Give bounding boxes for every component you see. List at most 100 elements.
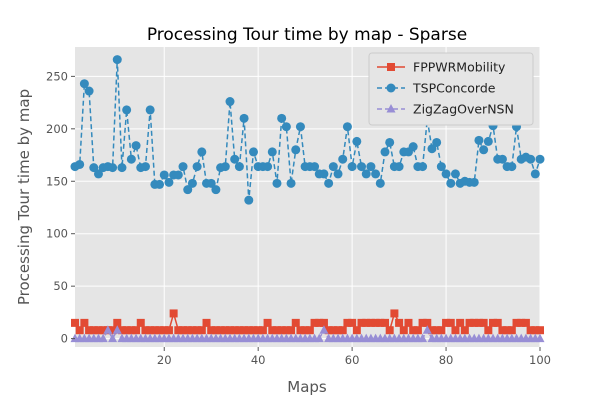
series-tspconcorde <box>70 55 545 205</box>
data-point <box>159 170 169 180</box>
data-point <box>249 326 258 335</box>
y-axis-ticks: 0 50 100 150 200 250 <box>46 69 75 346</box>
data-point <box>357 318 366 327</box>
legend-box <box>368 52 534 126</box>
data-point <box>333 169 343 179</box>
data-point <box>348 318 357 327</box>
x-tick-label: 100 <box>529 353 551 367</box>
data-point <box>155 179 165 189</box>
data-point <box>436 162 446 172</box>
legend-marker <box>386 83 396 93</box>
data-point <box>531 326 540 335</box>
data-point <box>108 333 118 343</box>
y-tick-label: 50 <box>53 279 68 293</box>
data-point <box>193 326 202 335</box>
data-point <box>446 318 455 327</box>
data-point <box>343 318 352 327</box>
data-point <box>315 318 324 327</box>
data-point <box>216 326 225 335</box>
data-point <box>263 318 272 327</box>
chart-title: Processing Tour time by map - Sparse <box>147 25 467 45</box>
data-point <box>146 326 155 335</box>
data-point <box>211 185 221 195</box>
data-point <box>437 326 446 335</box>
data-point <box>89 326 98 335</box>
data-point <box>479 145 489 155</box>
y-tick-label: 150 <box>46 174 68 188</box>
legend-marker <box>386 104 396 113</box>
data-point <box>366 162 376 172</box>
data-point <box>446 178 456 188</box>
data-point <box>169 309 178 318</box>
data-point <box>319 169 329 179</box>
series-zigzagovernsn <box>70 325 545 343</box>
data-point <box>375 178 385 188</box>
data-point <box>395 318 404 327</box>
y-tick-label: 200 <box>46 122 68 136</box>
data-point <box>79 79 89 89</box>
data-point <box>474 318 483 327</box>
data-point <box>361 169 371 179</box>
data-point <box>512 318 521 327</box>
data-point <box>239 113 249 123</box>
data-point <box>507 326 516 335</box>
data-point <box>122 105 132 115</box>
data-point <box>244 195 254 205</box>
legend-label: FPPWRMobility <box>413 60 506 75</box>
data-point <box>413 326 422 335</box>
data-point <box>202 318 211 327</box>
data-point <box>328 162 338 172</box>
data-point <box>291 145 301 155</box>
data-point <box>220 162 230 172</box>
data-point <box>112 325 122 334</box>
data-point <box>71 318 79 327</box>
legend: FPPWRMobility TSPConcorde ZigZagOverNSN <box>368 52 534 126</box>
data-point <box>489 318 498 327</box>
y-tick-label: 0 <box>61 332 68 346</box>
y-tick-label: 100 <box>46 227 68 241</box>
data-point <box>427 144 437 154</box>
data-point <box>183 326 192 335</box>
data-point <box>526 326 535 335</box>
x-tick-label: 80 <box>439 353 454 367</box>
data-point <box>108 163 118 173</box>
data-point <box>418 162 428 172</box>
data-point <box>503 326 512 335</box>
data-point <box>427 326 436 335</box>
data-point <box>174 326 183 335</box>
data-point <box>536 326 544 335</box>
data-point <box>258 326 267 335</box>
data-point <box>418 333 428 343</box>
data-point <box>99 326 108 335</box>
data-point <box>160 326 169 335</box>
series-layer <box>70 55 545 343</box>
data-point <box>362 318 371 327</box>
data-point <box>126 154 136 164</box>
data-point <box>127 326 136 335</box>
data-point <box>394 162 404 172</box>
data-point <box>281 122 291 132</box>
data-point <box>117 163 127 173</box>
data-point <box>347 162 357 172</box>
data-point <box>408 142 418 152</box>
legend-label: ZigZagOverNSN <box>413 102 514 117</box>
data-point <box>423 318 432 327</box>
data-point <box>334 326 343 335</box>
x-axis-label: Maps <box>287 378 327 396</box>
data-point <box>381 318 389 327</box>
legend-label: TSPConcorde <box>412 81 496 96</box>
data-point <box>535 333 545 343</box>
data-point <box>310 162 320 172</box>
data-point <box>89 163 99 173</box>
x-tick-label: 20 <box>157 353 172 367</box>
data-point <box>418 318 427 327</box>
data-point <box>140 162 150 172</box>
data-point <box>197 147 207 157</box>
data-point <box>117 326 126 335</box>
data-point <box>112 55 122 65</box>
data-point <box>319 325 329 334</box>
data-point <box>286 178 296 188</box>
data-point <box>305 326 314 335</box>
data-point <box>267 147 277 157</box>
data-point <box>456 318 465 327</box>
